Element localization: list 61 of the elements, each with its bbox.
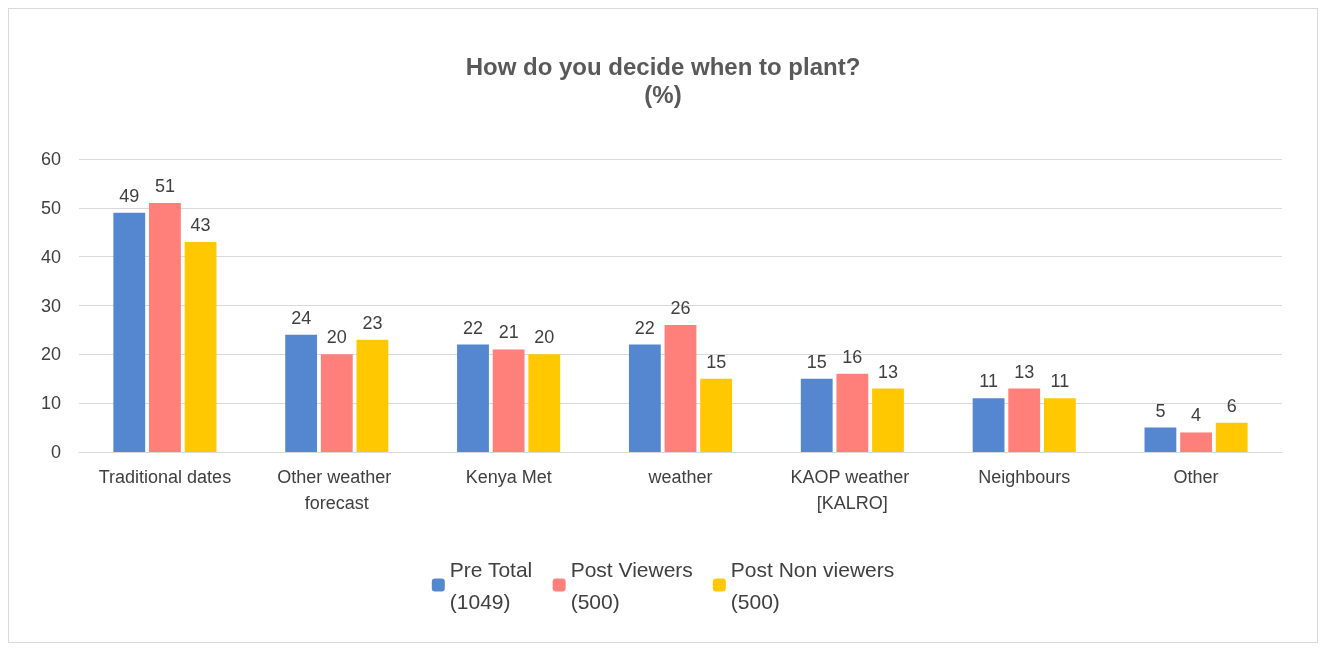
bar <box>1180 432 1212 452</box>
legend-label: Pre Total (1049) <box>449 557 533 613</box>
bar <box>285 334 318 452</box>
data-label: 51 <box>154 175 175 196</box>
x-tick-label: weather <box>647 467 713 487</box>
data-label: 5 <box>1155 400 1166 421</box>
chart-subtitle: (%) <box>644 80 682 108</box>
data-label: 49 <box>119 185 140 206</box>
data-label: 26 <box>670 298 691 319</box>
data-label: 4 <box>1191 405 1202 426</box>
data-label: 20 <box>326 327 347 348</box>
x-tick-label: Kenya Met <box>465 467 552 487</box>
y-tick-label: 30 <box>40 295 61 316</box>
data-label: 22 <box>462 317 484 338</box>
data-label: 11 <box>979 371 998 392</box>
bar <box>184 242 217 452</box>
data-label: 22 <box>634 317 655 338</box>
x-tick-label: Other weather forecast <box>277 467 397 513</box>
bar <box>1043 398 1076 452</box>
bar <box>528 354 561 452</box>
data-label: 23 <box>362 312 383 333</box>
bar <box>664 325 697 452</box>
x-tick-label: Traditional dates <box>98 467 232 487</box>
bar <box>1215 422 1248 452</box>
bar <box>972 398 1005 452</box>
data-label: 13 <box>877 361 899 382</box>
data-label: 24 <box>291 307 312 328</box>
bar <box>836 373 869 452</box>
data-label: 11 <box>1050 371 1070 392</box>
bar <box>700 378 733 452</box>
x-tick-label: Neighbours <box>978 467 1071 487</box>
bar <box>320 354 353 452</box>
bar <box>628 344 661 452</box>
y-tick-label: 40 <box>40 246 61 267</box>
bar <box>356 339 389 452</box>
y-tick-label: 20 <box>40 344 61 365</box>
chart-title: How do you decide when to plant? <box>465 52 861 80</box>
bar <box>492 349 525 452</box>
data-label: 21 <box>498 322 519 343</box>
y-tick-label: 10 <box>40 393 61 414</box>
x-tick-label: Other <box>1173 467 1219 487</box>
bar <box>800 378 833 452</box>
bar <box>457 344 489 452</box>
x-tick-label: KAOP weather [KALRO] <box>790 467 915 513</box>
data-label: 13 <box>1014 361 1035 382</box>
data-label: 16 <box>842 346 863 367</box>
y-tick-label: 0 <box>50 442 61 462</box>
legend-label: Post Non viewers (500) <box>730 557 895 613</box>
data-label: 6 <box>1226 395 1237 416</box>
data-label: 20 <box>534 327 555 348</box>
y-tick-label: 50 <box>40 197 61 218</box>
bar <box>872 388 904 452</box>
data-label: 15 <box>706 351 727 372</box>
data-label: 43 <box>190 215 211 236</box>
legend-label: Post Viewers (500) <box>570 557 693 613</box>
bar <box>1144 427 1177 452</box>
bar <box>113 212 146 452</box>
data-label: 15 <box>806 351 827 372</box>
bar <box>149 202 181 452</box>
bar <box>1008 388 1041 452</box>
y-tick-label: 60 <box>40 149 61 169</box>
